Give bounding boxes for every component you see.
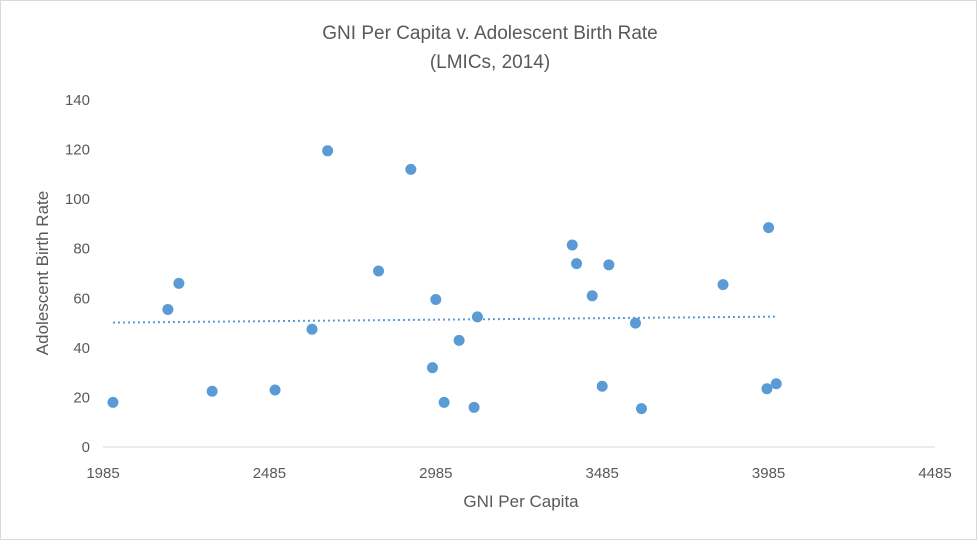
x-tick-label: 3485 (586, 465, 619, 482)
data-point (453, 334, 465, 346)
data-point (763, 222, 775, 234)
data-point (206, 385, 218, 397)
x-axis-title: GNI Per Capita (463, 492, 579, 511)
y-axis-ticks: 0 20 40 60 80 100 120 140 (65, 92, 90, 456)
y-tick-label: 40 (73, 340, 90, 357)
data-point (426, 362, 438, 374)
y-tick-label: 120 (65, 142, 90, 159)
data-point (761, 383, 773, 395)
data-point (468, 401, 480, 413)
data-point (586, 290, 598, 302)
data-point (770, 378, 782, 390)
chart-title: GNI Per Capita v. Adolescent Birth Rate (322, 23, 657, 44)
data-point (107, 396, 119, 408)
data-point (603, 259, 615, 271)
data-point (373, 265, 385, 277)
x-axis-ticks: 1985 2485 2985 3485 3985 4485 (86, 465, 951, 482)
y-axis-title: Adolescent Birth Rate (33, 191, 52, 355)
data-point (162, 303, 174, 315)
y-tick-label: 80 (73, 241, 90, 258)
data-point (571, 258, 583, 270)
x-tick-label: 2485 (253, 465, 286, 482)
y-tick-label: 60 (73, 290, 90, 307)
data-point (173, 277, 185, 289)
x-tick-label: 2985 (419, 465, 452, 482)
data-point (717, 279, 729, 291)
x-tick-label: 1985 (86, 465, 119, 482)
data-point (322, 145, 334, 157)
y-tick-label: 100 (65, 191, 90, 208)
data-point (471, 311, 483, 323)
data-point (430, 294, 442, 306)
chart-subtitle: (LMICs, 2014) (430, 52, 550, 73)
data-point (635, 403, 647, 415)
data-point (629, 317, 641, 329)
data-point (566, 239, 578, 251)
y-tick-label: 0 (82, 439, 90, 456)
x-tick-label: 3985 (752, 465, 785, 482)
y-tick-label: 140 (65, 92, 90, 109)
x-tick-label: 4485 (918, 465, 951, 482)
trendline (112, 315, 776, 324)
data-point (306, 323, 318, 335)
data-points (107, 145, 782, 415)
data-point (269, 384, 281, 396)
data-point (438, 396, 450, 408)
y-tick-label: 20 (73, 389, 90, 406)
data-point (405, 163, 417, 175)
data-point (596, 380, 608, 392)
